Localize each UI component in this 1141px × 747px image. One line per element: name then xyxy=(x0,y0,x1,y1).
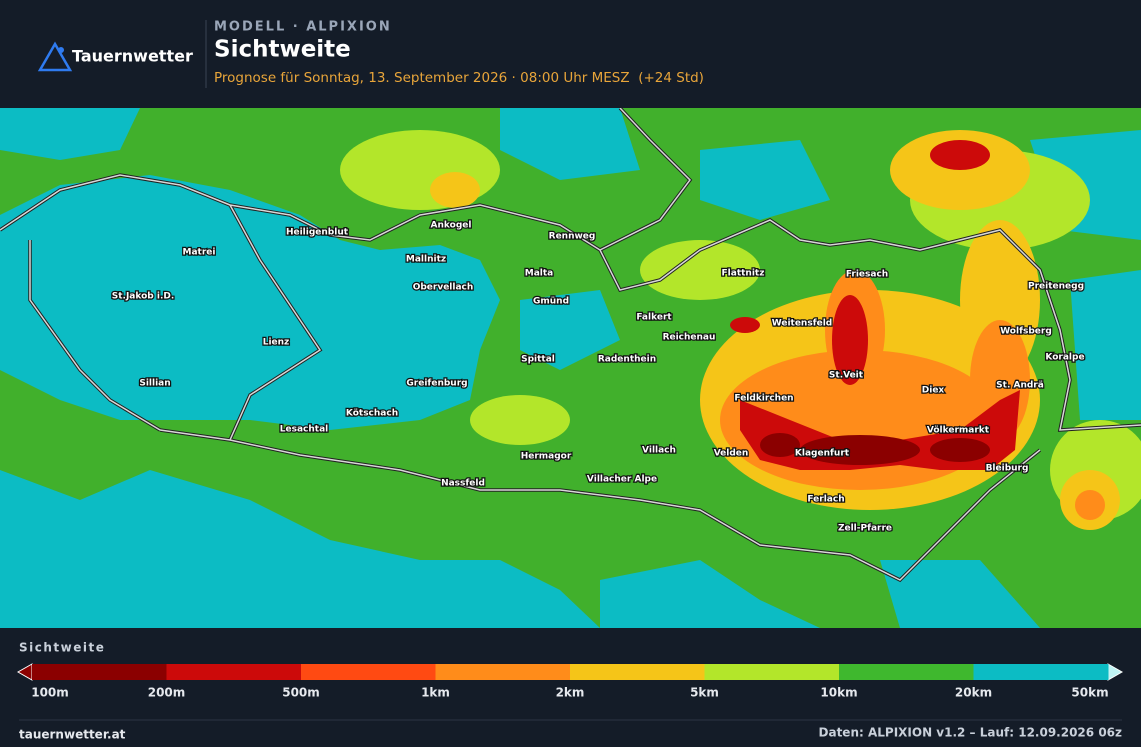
place-label: St.Veit xyxy=(829,371,864,381)
logo-dot xyxy=(58,47,64,53)
kicker: MODELL · ALPIXION xyxy=(214,20,392,35)
place-label: St.Jakob i.D. xyxy=(112,292,175,302)
place-label: Gmünd xyxy=(533,297,569,307)
place-label: Flattnitz xyxy=(722,269,765,279)
place-label: Heiligenblut xyxy=(286,228,349,238)
legend-label: 2km xyxy=(556,686,585,700)
place-label: Villacher Alpe xyxy=(587,475,657,485)
place-label: Nassfeld xyxy=(441,479,485,489)
place-label: St. Andrä xyxy=(996,381,1044,391)
place-label: Koralpe xyxy=(1045,353,1084,363)
visibility-very-bad xyxy=(760,433,990,465)
legend-swatch xyxy=(704,664,840,680)
legend-swatch xyxy=(839,664,974,680)
legend-label: 50km xyxy=(1071,686,1108,700)
place-label: Falkert xyxy=(636,313,672,323)
place-label: Bleiburg xyxy=(986,464,1029,474)
place-labels: Matrei Heiligenblut Ankogel Rennweg Mallnitz… xyxy=(110,219,1085,535)
place-label: Greifenburg xyxy=(406,379,467,389)
place-label: Weitensfeld xyxy=(772,319,833,329)
place-label: Villach xyxy=(642,446,676,456)
place-label: Zell-Pfarre xyxy=(838,524,892,534)
place-label: Hermagor xyxy=(521,452,572,462)
place-label: Reichenau xyxy=(663,333,716,343)
legend-swatch xyxy=(435,664,571,680)
legend-label: 5km xyxy=(690,686,719,700)
legend-swatch xyxy=(301,664,436,680)
map: Matrei Heiligenblut Ankogel Rennweg Mallnitz… xyxy=(0,108,1141,628)
place-label: Obervellach xyxy=(413,283,474,293)
place-label: Preitenegg xyxy=(1028,282,1084,292)
place-label: Ankogel xyxy=(431,221,472,231)
legend-label: 10km xyxy=(820,686,857,700)
brand: Tauernwetter xyxy=(72,47,193,66)
place-label: Spittal xyxy=(521,355,555,365)
place-label: Friesach xyxy=(846,270,888,280)
place-label: Kötschach xyxy=(346,409,398,419)
borders xyxy=(0,108,1141,581)
footer-site: tauernwetter.at xyxy=(19,728,126,742)
legend-label: 500m xyxy=(282,686,320,700)
legend-swatch xyxy=(32,664,167,680)
place-label: Lienz xyxy=(263,338,290,348)
footer-source: Daten: ALPIXION v1.2 – Lauf: 12.09.2026 … xyxy=(819,726,1122,740)
legend-title: Sichtweite xyxy=(19,641,105,655)
legend-label: 100m xyxy=(31,686,69,700)
place-label: Mallnitz xyxy=(406,255,446,265)
place-label: Ferlach xyxy=(807,495,844,505)
place-label: Diex xyxy=(922,386,945,396)
place-label: Völkermarkt xyxy=(927,426,990,436)
place-label: Feldkirchen xyxy=(734,394,793,404)
place-label: Sillian xyxy=(139,379,170,389)
place-label: Velden xyxy=(714,449,749,459)
header: Tauernwetter MODELL · ALPIXION Sichtweit… xyxy=(37,20,704,88)
legend: Sichtweite 100m 200m 500m 1km 2km 5km 10km 20km… xyxy=(16,641,1124,700)
legend-label: 200m xyxy=(148,686,186,700)
legend-swatch xyxy=(570,664,705,680)
place-label: Radenthein xyxy=(598,355,656,365)
legend-swatch xyxy=(973,664,1109,680)
legend-swatch xyxy=(166,664,302,680)
place-label: Malta xyxy=(525,269,554,279)
place-label: Rennweg xyxy=(549,232,596,242)
title: Sichtweite xyxy=(214,37,351,63)
place-label: Klagenfurt xyxy=(795,449,850,459)
legend-label: 1km xyxy=(421,686,450,700)
place-label: Matrei xyxy=(183,248,216,258)
legend-label: 20km xyxy=(955,686,992,700)
logo-icon xyxy=(37,41,73,72)
subtitle: Prognose für Sonntag, 13. September 2026… xyxy=(214,70,704,86)
place-label: Wolfsberg xyxy=(1000,327,1052,337)
place-label: Lesachtal xyxy=(280,425,328,435)
